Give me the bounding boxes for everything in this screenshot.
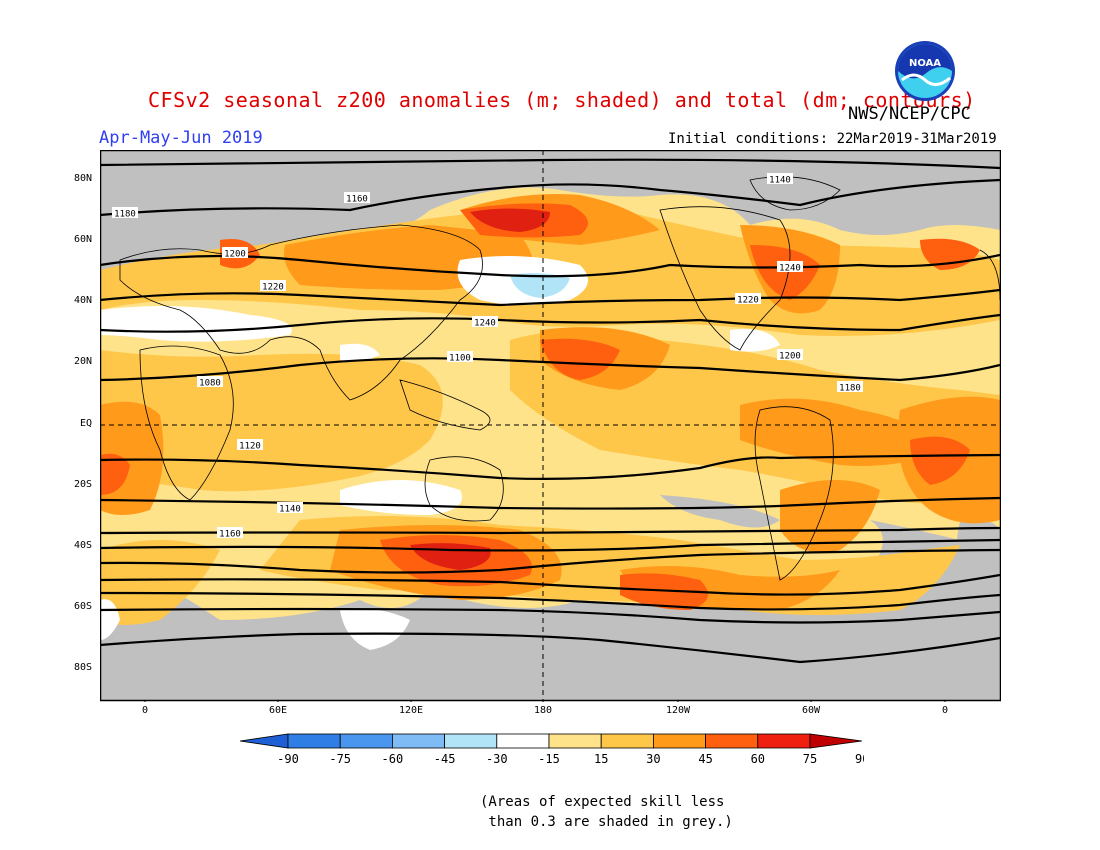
contour-label: 1120 <box>237 439 263 452</box>
lat-label: 80N <box>73 173 92 184</box>
lat-label: EQ <box>79 418 92 429</box>
colorbar-label: 15 <box>594 752 608 766</box>
svg-text:NOAA: NOAA <box>909 58 941 69</box>
colorbar-label: 90 <box>855 752 864 766</box>
svg-text:1240: 1240 <box>474 319 496 329</box>
colorbar: -90 -75 -60 -45 -30 -15 15 30 45 60 75 90 <box>239 733 864 766</box>
contour-label: 1160 <box>217 527 243 540</box>
svg-text:1080: 1080 <box>199 379 221 389</box>
svg-text:1200: 1200 <box>779 352 801 362</box>
svg-text:1120: 1120 <box>239 442 261 452</box>
lat-label: 20S <box>73 479 92 490</box>
skill-note: (Areas of expected skill less than 0.3 a… <box>480 794 733 830</box>
lon-label: 0 <box>941 705 949 716</box>
lon-label: 120W <box>665 705 691 716</box>
colorbar-label: 60 <box>751 752 765 766</box>
colorbar-cell <box>391 733 445 749</box>
lat-label: 60S <box>73 601 92 612</box>
colorbar-label: -60 <box>382 752 404 766</box>
colorbar-label: 45 <box>698 752 712 766</box>
lon-label: 60W <box>801 705 821 716</box>
initial-conditions-label: Initial conditions: 22Mar2019-31Mar2019 <box>668 131 997 147</box>
colorbar-label: -90 <box>277 752 299 766</box>
contour-label: 1200 <box>222 247 248 260</box>
svg-text:1220: 1220 <box>737 296 759 306</box>
colorbar-label: -30 <box>486 752 508 766</box>
svg-text:1160: 1160 <box>346 195 368 205</box>
contour-label: 1160 <box>344 192 370 205</box>
lon-label: 0 <box>141 705 149 716</box>
contour-label: 1240 <box>777 261 803 274</box>
agency-label: NWS/NCEP/CPC <box>848 104 971 124</box>
colorbar-cells <box>239 733 863 749</box>
contour-label: 1140 <box>277 502 303 515</box>
colorbar-cell <box>339 733 393 749</box>
contour-label: 1220 <box>260 280 286 293</box>
svg-text:1100: 1100 <box>449 354 471 364</box>
svg-text:1240: 1240 <box>779 264 801 274</box>
contour-label: 1080 <box>197 376 223 389</box>
contour-label: 1180 <box>112 207 138 220</box>
svg-text:1140: 1140 <box>769 176 791 186</box>
lon-label: 60E <box>268 705 288 716</box>
colorbar-label: 75 <box>803 752 817 766</box>
colorbar-label: -75 <box>329 752 351 766</box>
colorbar-cell <box>287 733 341 749</box>
colorbar-arrow-right <box>809 733 863 749</box>
colorbar-cell <box>600 733 654 749</box>
colorbar-cell <box>705 733 759 749</box>
contour-label: 1140 <box>767 173 793 186</box>
season-label: Apr-May-Jun 2019 <box>99 128 263 148</box>
colorbar-labels: -90 -75 -60 -45 -30 -15 15 30 45 60 75 90 <box>277 752 864 766</box>
lon-label: 180 <box>533 705 553 716</box>
contour-label: 1180 <box>837 381 863 394</box>
lat-label: 40N <box>73 295 92 306</box>
svg-text:1180: 1180 <box>839 384 861 394</box>
colorbar-cell <box>548 733 602 749</box>
lat-label: 40S <box>73 540 92 551</box>
height-contours <box>100 158 1000 664</box>
colorbar-cell <box>496 733 550 749</box>
svg-text:1140: 1140 <box>279 505 301 515</box>
colorbar-label: 30 <box>646 752 660 766</box>
colorbar-label: -15 <box>538 752 560 766</box>
lat-label: 80S <box>73 662 92 673</box>
svg-text:1220: 1220 <box>262 283 284 293</box>
colorbar-cell <box>652 733 706 749</box>
svg-text:1200: 1200 <box>224 250 246 260</box>
map-frame <box>100 150 1001 702</box>
lat-label: 20N <box>73 356 92 367</box>
colorbar-label: -45 <box>434 752 456 766</box>
contour-label: 1100 <box>447 351 473 364</box>
noaa-logo-icon: NOAA <box>895 41 955 101</box>
chart-title: CFSv2 seasonal z200 anomalies (m; shaded… <box>148 88 976 112</box>
svg-text:1160: 1160 <box>219 530 241 540</box>
svg-text:1180: 1180 <box>114 210 136 220</box>
colorbar-cell <box>444 733 498 749</box>
lon-label: 120E <box>398 705 424 716</box>
colorbar-cell <box>757 733 811 749</box>
anomaly-map: 1140 1160 1180 1200 1220 1240 1080 1100 1120 1140… <box>100 150 1001 702</box>
lat-label: 60N <box>73 234 92 245</box>
colorbar-arrow-left <box>239 733 289 749</box>
contour-label: 1220 <box>735 293 761 306</box>
contour-label: 1240 <box>472 316 498 329</box>
contour-label: 1200 <box>777 349 803 362</box>
